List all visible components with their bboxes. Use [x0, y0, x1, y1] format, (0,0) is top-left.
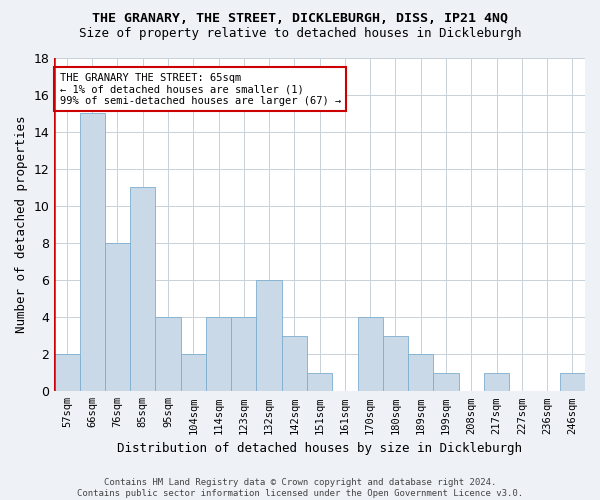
Bar	[484, 373, 509, 392]
Text: Size of property relative to detached houses in Dickleburgh: Size of property relative to detached ho…	[79, 28, 521, 40]
Bar	[206, 317, 231, 392]
X-axis label: Distribution of detached houses by size in Dickleburgh: Distribution of detached houses by size …	[117, 442, 522, 455]
Bar	[54, 354, 80, 392]
Bar	[105, 243, 130, 392]
Bar	[130, 188, 155, 392]
Bar	[231, 317, 256, 392]
Bar	[358, 317, 383, 392]
Text: THE GRANARY THE STREET: 65sqm
← 1% of detached houses are smaller (1)
99% of sem: THE GRANARY THE STREET: 65sqm ← 1% of de…	[59, 72, 341, 106]
Text: THE GRANARY, THE STREET, DICKLEBURGH, DISS, IP21 4NQ: THE GRANARY, THE STREET, DICKLEBURGH, DI…	[92, 12, 508, 26]
Bar	[155, 317, 181, 392]
Bar	[282, 336, 307, 392]
Bar	[307, 373, 332, 392]
Bar	[256, 280, 282, 392]
Y-axis label: Number of detached properties: Number of detached properties	[15, 116, 28, 333]
Bar	[181, 354, 206, 392]
Bar	[383, 336, 408, 392]
Text: Contains HM Land Registry data © Crown copyright and database right 2024.
Contai: Contains HM Land Registry data © Crown c…	[77, 478, 523, 498]
Bar	[433, 373, 458, 392]
Bar	[408, 354, 433, 392]
Bar	[80, 113, 105, 392]
Bar	[560, 373, 585, 392]
